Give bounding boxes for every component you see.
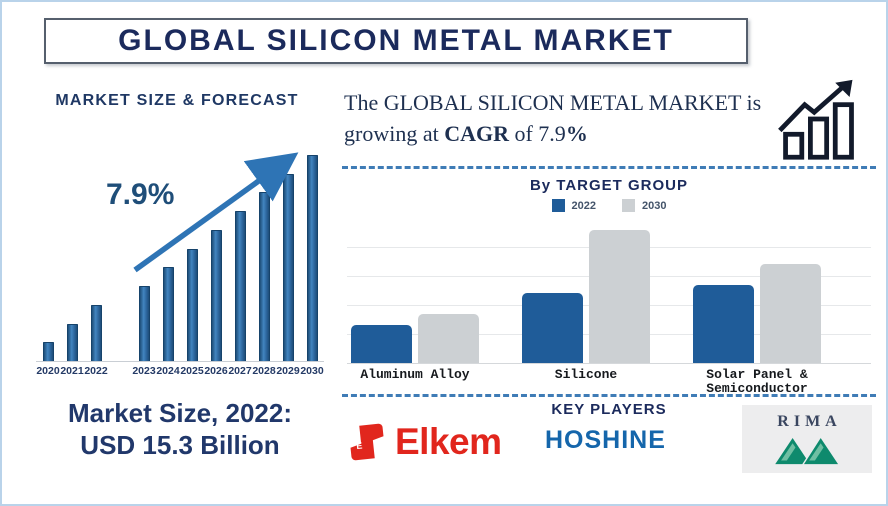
forecast-year-label-2029: 2029 bbox=[276, 365, 300, 377]
cagr-bold: CAGR bbox=[444, 120, 509, 146]
target-group-2 bbox=[522, 230, 650, 363]
market-size-line2: USD 15.3 Billion bbox=[80, 429, 280, 460]
rima-wordmark: RIMA bbox=[777, 413, 842, 430]
target-group-labels: Aluminum Alloy Silicone Solar Panel & Semi… bbox=[347, 368, 871, 395]
forecast-year-label-2027: 2027 bbox=[228, 365, 252, 377]
bar-2029 bbox=[282, 174, 294, 361]
target-category-label: Aluminum Alloy bbox=[360, 367, 470, 382]
cagr-text: The GLOBAL SILICON METAL MARKET is growi… bbox=[344, 90, 762, 146]
bar-2024 bbox=[162, 267, 174, 361]
rima-mountains-icon bbox=[772, 435, 841, 465]
bar-2020 bbox=[42, 342, 54, 361]
cagr-text-2: of 7.9 bbox=[508, 120, 566, 146]
forecast-bar-2026 bbox=[204, 230, 228, 361]
bar-2022 bbox=[351, 325, 412, 363]
legend-item-2022: 2022 bbox=[551, 199, 596, 212]
bar-2022 bbox=[522, 293, 583, 363]
forecast-year-label-2020: 2020 bbox=[36, 365, 60, 377]
forecast-year-label-2021: 2021 bbox=[60, 365, 84, 377]
market-size-line1: Market Size, 2022: bbox=[67, 398, 292, 428]
bar-2025 bbox=[186, 249, 198, 361]
target-group-heading: By TARGET GROUP bbox=[529, 177, 689, 194]
forecast-year-label-2023: 2023 bbox=[132, 365, 156, 377]
bar-2030 bbox=[306, 155, 318, 361]
forecast-year-label-2024: 2024 bbox=[156, 365, 180, 377]
forecast-year-label-2022: 2022 bbox=[84, 365, 108, 377]
forecast-year-label-2025: 2025 bbox=[180, 365, 204, 377]
forecast-bar-2022 bbox=[84, 305, 108, 361]
forecast-year-label-2026: 2026 bbox=[204, 365, 228, 377]
target-category-label: Solar Panel & Semiconductor bbox=[706, 367, 808, 396]
forecast-year-labels: 2020 2021 2022 2023 2024 2025 2026 2027 2028 2029… bbox=[36, 365, 324, 377]
forecast-bar-2027 bbox=[228, 211, 252, 361]
forecast-bar-2028 bbox=[252, 192, 276, 361]
forecast-chart: 2020 2021 2022 2023 2024 2025 2026 2027 2028 2029… bbox=[36, 152, 324, 382]
bar-2021 bbox=[66, 324, 78, 361]
forecast-year-label-2028: 2028 bbox=[252, 365, 276, 377]
bar-2022 bbox=[693, 285, 754, 363]
legend-swatch-2030 bbox=[622, 199, 635, 212]
bar-2030 bbox=[760, 264, 821, 363]
target-legend: 2022 2030 bbox=[342, 199, 876, 212]
key-players-heading: KEY PLAYERS bbox=[551, 401, 667, 418]
bar-2030 bbox=[589, 230, 650, 363]
forecast-bar-2024 bbox=[156, 267, 180, 361]
legend-item-2030: 2030 bbox=[622, 199, 666, 212]
elkem-icon: E bbox=[350, 423, 384, 461]
cagr-statement: The GLOBAL SILICON METAL MARKET is growi… bbox=[344, 88, 774, 150]
page-title-box: GLOBAL SILICON METAL MARKET bbox=[44, 18, 748, 64]
cagr-growth-label: 7.9% bbox=[106, 178, 175, 211]
divider-dashed-bottom bbox=[342, 394, 876, 397]
bar-2028 bbox=[258, 192, 270, 361]
growth-chart-icon bbox=[778, 79, 854, 160]
forecast-heading: MARKET SIZE & FORECAST bbox=[55, 92, 299, 109]
bar-2030 bbox=[418, 314, 479, 363]
forecast-year-label-2030: 2030 bbox=[300, 365, 324, 377]
forecast-bar-2025 bbox=[180, 249, 204, 361]
cagr-percent: % bbox=[565, 120, 588, 146]
logo-elkem: E Elkem bbox=[347, 421, 502, 463]
legend-swatch-2022 bbox=[551, 199, 565, 212]
forecast-bars bbox=[36, 152, 324, 362]
svg-text:E: E bbox=[356, 441, 363, 452]
logo-hoshine: HOSHINE bbox=[545, 426, 666, 454]
logo-rima: RIMA bbox=[742, 405, 872, 473]
page-title: GLOBAL SILICON METAL MARKET bbox=[118, 24, 674, 57]
bar-2023 bbox=[138, 286, 150, 361]
target-group-bars bbox=[347, 219, 871, 364]
divider-dashed-top bbox=[342, 166, 876, 169]
legend-label-2030: 2030 bbox=[642, 199, 667, 212]
bar-2026 bbox=[210, 230, 222, 361]
legend-label-2022: 2022 bbox=[571, 199, 596, 212]
target-category-label: Silicone bbox=[554, 367, 618, 382]
forecast-bar-2021 bbox=[60, 324, 84, 361]
market-size-callout: Market Size, 2022: USD 15.3 Billion bbox=[30, 398, 330, 461]
forecast-bar-2023 bbox=[132, 286, 156, 361]
elkem-wordmark: Elkem bbox=[395, 421, 502, 462]
target-group-1 bbox=[351, 314, 479, 363]
forecast-bar-2020 bbox=[36, 342, 60, 361]
forecast-bar-2029 bbox=[276, 174, 300, 361]
target-group-3 bbox=[693, 264, 821, 363]
bar-2027 bbox=[234, 211, 246, 361]
bar-2022 bbox=[90, 305, 102, 361]
forecast-bar-2030 bbox=[300, 155, 324, 361]
